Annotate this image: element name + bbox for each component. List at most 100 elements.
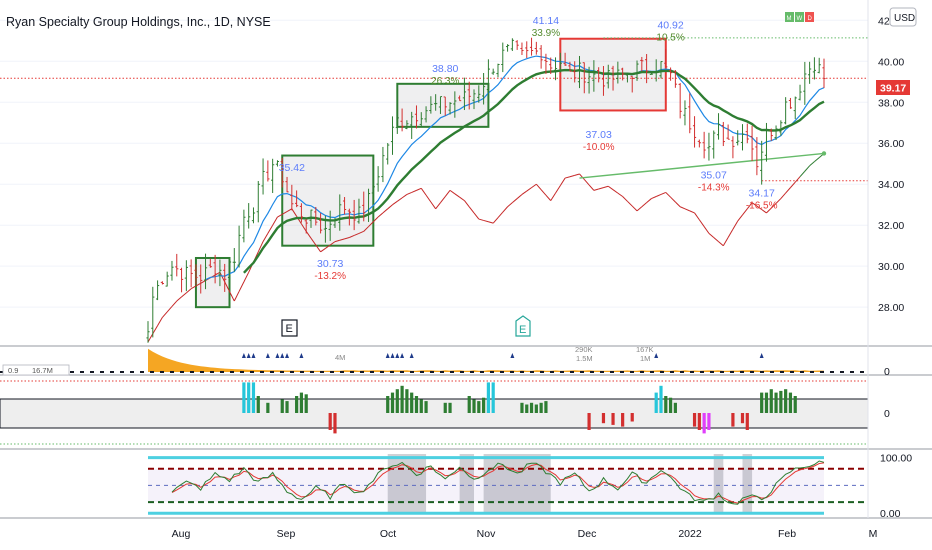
rs-line-segment — [794, 176, 801, 183]
hist-bar — [764, 392, 769, 413]
rs-trendline[interactable] — [579, 152, 825, 179]
hist-bar — [654, 392, 658, 413]
rs-line-segment — [636, 206, 643, 212]
rs-line-segment — [698, 219, 705, 227]
hist-bar — [774, 392, 778, 413]
pivot-price-label: 40.92 — [657, 19, 683, 31]
y-tick-label: 32.00 — [878, 220, 904, 232]
badge-daily[interactable] — [805, 12, 814, 22]
rs-line-segment — [598, 187, 604, 190]
hist-bar — [482, 397, 486, 413]
rs-line-segment — [200, 280, 206, 284]
timeframe-badges[interactable]: M W D — [785, 12, 814, 22]
rs-line-segment — [411, 189, 417, 193]
rs-line-segment — [416, 187, 422, 191]
hist-bar — [328, 413, 332, 430]
stoch-shaded-range — [459, 454, 475, 514]
rs-line-segment — [406, 191, 412, 195]
x-tick-label: Feb — [778, 528, 796, 540]
hist-bar — [266, 402, 270, 413]
rs-line-segment — [531, 183, 537, 189]
earnings-marker-nov[interactable]: E — [515, 315, 531, 337]
rs-line-segment — [291, 208, 298, 217]
rs-line-segment — [555, 185, 561, 194]
hist-bar — [419, 399, 423, 413]
hist-bar — [544, 401, 548, 413]
volume-label-167k: 167K — [636, 345, 654, 354]
volume-zero-tick: 0 — [884, 366, 890, 378]
rs-line-segment — [449, 189, 456, 195]
base-box[interactable] — [281, 154, 375, 247]
earnings-marker-aug[interactable]: E — [281, 319, 298, 337]
hist-bar — [395, 389, 399, 413]
rs-line-segment — [785, 187, 791, 194]
ema-slow-line — [243, 68, 825, 274]
rs-line-segment — [526, 187, 532, 192]
rs-line-segment — [751, 202, 758, 207]
hist-bar — [621, 413, 625, 427]
rs-line-segment — [497, 211, 504, 219]
stoch-shaded-range — [742, 454, 753, 514]
rs-line-segment — [320, 248, 326, 253]
volume-arrow-marker — [654, 353, 659, 358]
pivot-price-label: 35.07 — [701, 169, 727, 181]
hist-bar — [692, 413, 697, 427]
pivot-price-label: 30.73 — [317, 258, 343, 270]
volume-arrow-marker — [400, 353, 405, 358]
hist-bar — [601, 413, 606, 424]
rs-line-segment — [229, 291, 235, 302]
x-tick-label: Aug — [172, 528, 191, 540]
hist-bar — [477, 401, 481, 413]
volume-label-1m: 1M — [640, 354, 650, 363]
pivot-price-label: 41.14 — [533, 15, 559, 27]
hist-bar — [247, 382, 251, 413]
hist-bar — [525, 404, 529, 413]
stoch-y-tick: 0.00 — [880, 508, 901, 520]
y-tick-label: 30.00 — [878, 261, 904, 273]
volume-arrow-marker — [385, 353, 390, 358]
volume-label-1-5m: 1.5M — [576, 354, 593, 363]
hist-bar — [788, 392, 793, 413]
rs-line-segment — [363, 226, 369, 232]
pivot-pct-label: 26.3% — [431, 76, 459, 87]
rs-line-segment — [401, 194, 408, 199]
rs-line-segment — [147, 333, 154, 343]
rs-line-segment — [238, 281, 245, 292]
chart-title: Ryan Specialty Group Holdings, Inc., 1D,… — [6, 15, 271, 29]
rs-line-segment — [622, 196, 628, 202]
currency-button[interactable]: USD — [889, 7, 917, 27]
rs-line-segment — [483, 219, 489, 223]
rs-line-segment — [516, 194, 523, 199]
hist-bar — [520, 402, 524, 413]
rs-line-segment — [195, 282, 201, 287]
rs-line-segment — [186, 288, 192, 294]
hist-bar — [659, 385, 663, 413]
rs-line-segment — [397, 197, 403, 202]
badge-weekly[interactable] — [795, 12, 804, 22]
hist-bar — [491, 382, 495, 413]
base-box[interactable] — [396, 82, 490, 128]
volume-readout: 0.9 16.7M — [2, 364, 70, 376]
hist-bar — [242, 382, 246, 413]
hist-bar — [410, 392, 414, 413]
badge-monthly[interactable] — [785, 12, 794, 22]
rs-line-segment — [162, 311, 168, 318]
y-tick-label: 40.00 — [878, 56, 904, 68]
rs-line-segment — [214, 271, 221, 276]
hist-bar — [668, 397, 673, 413]
rs-line-segment — [315, 244, 322, 253]
rs-line-segment — [684, 208, 690, 212]
rs-line-segment — [272, 216, 278, 226]
rs-line-segment — [790, 181, 796, 188]
rs-line-segment — [339, 238, 345, 241]
rs-line-segment — [564, 176, 571, 179]
volume-arrow-marker — [510, 353, 515, 358]
rs-line-segment — [746, 202, 753, 210]
pivot-pct-label: 10.5% — [656, 32, 684, 43]
rs-line-segment — [166, 306, 173, 313]
rs-line-segment — [502, 206, 508, 213]
hist-bar — [448, 402, 452, 413]
rs-line-segment — [488, 221, 494, 224]
hist-bar — [304, 394, 308, 413]
